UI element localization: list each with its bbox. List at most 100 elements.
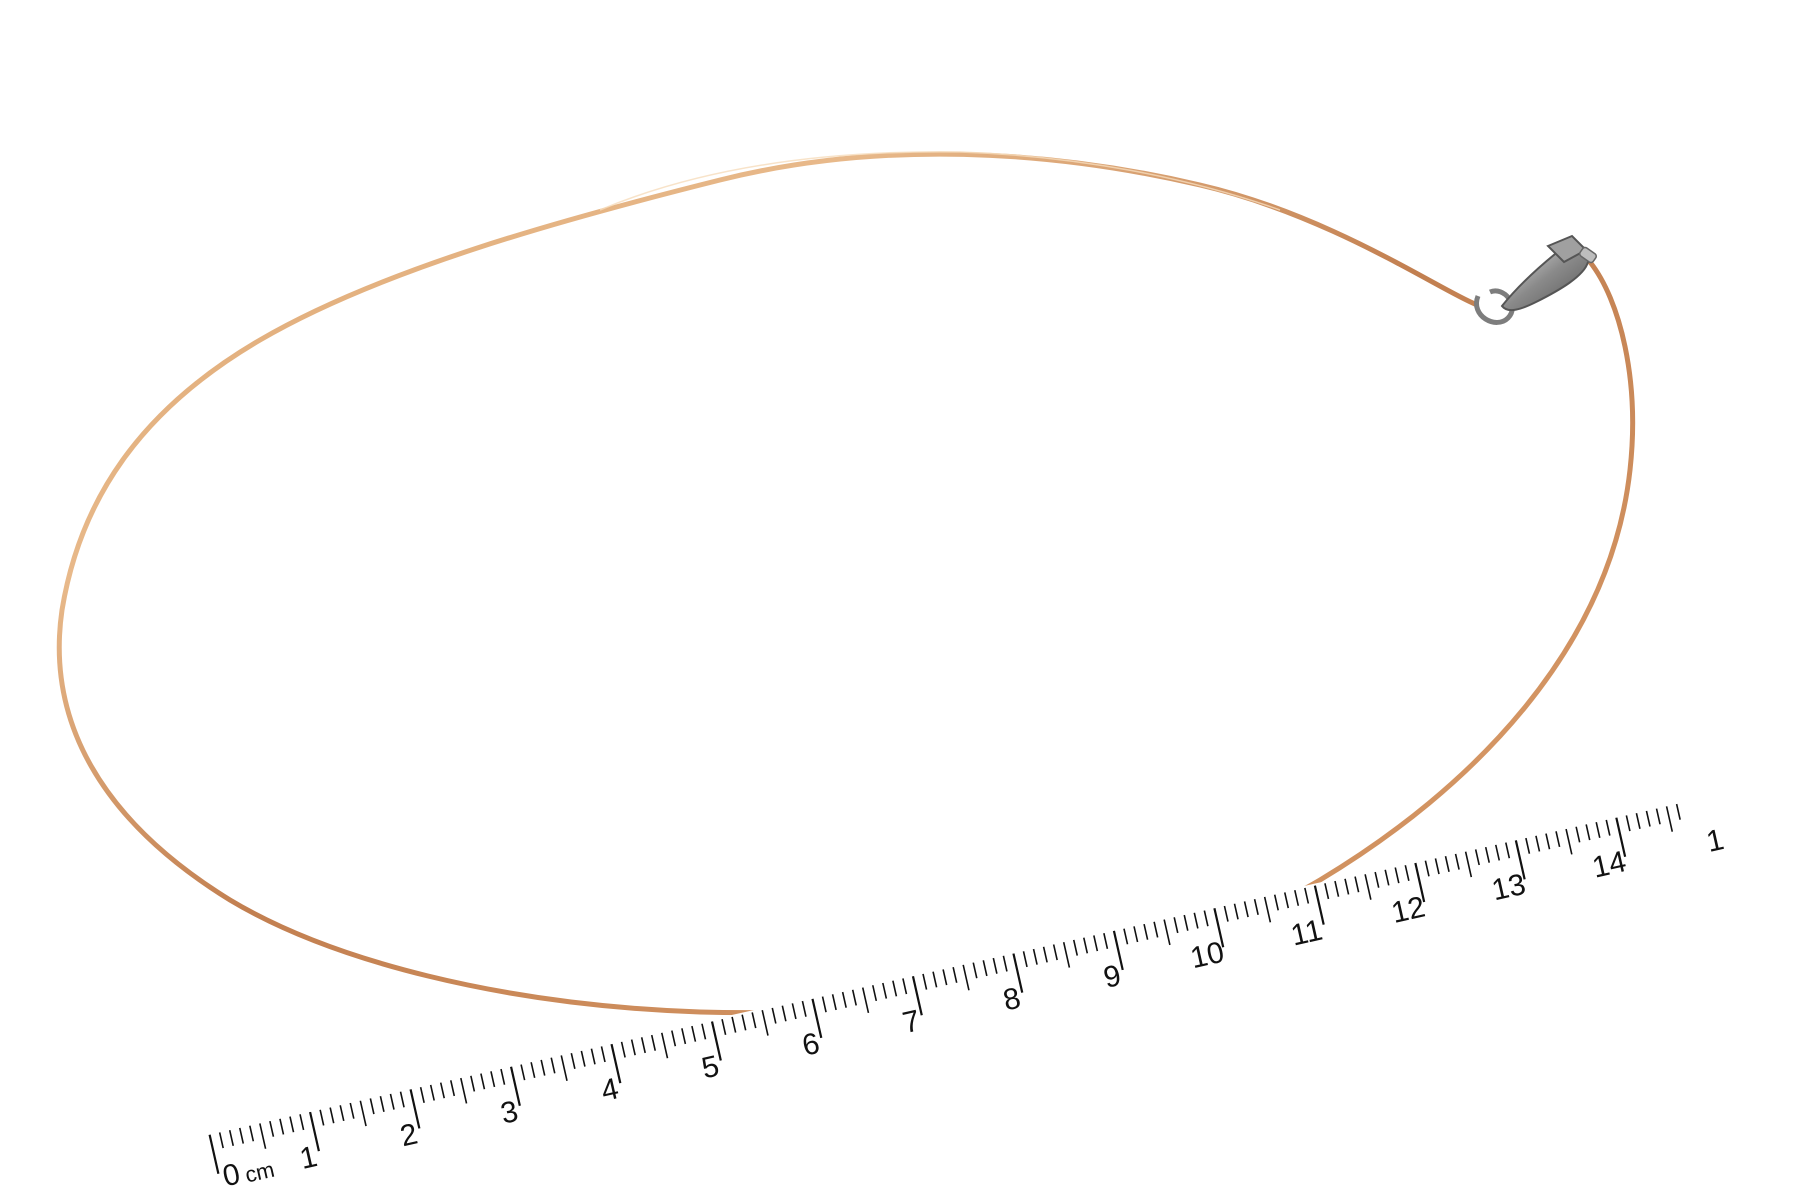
ruler-tick [580,1050,586,1067]
ruler-tick [691,1025,697,1042]
ruler-tick [490,1071,496,1088]
ruler-tick [1464,851,1473,878]
ruler-tick [1324,883,1330,900]
ruler-tick [1153,921,1159,938]
ruler-tick [1454,853,1460,870]
ruler-tick [1404,865,1410,882]
ruler-number: 1 [297,1140,321,1176]
ruler-tick [831,994,837,1011]
ruler-tick [650,1034,657,1051]
ruler-tick [1183,914,1189,931]
ruler-tick [1474,849,1480,866]
ruler-tick [600,1046,606,1063]
ruler-tick [1414,862,1426,903]
ruler-tick [560,1055,568,1081]
ruler-tick [1123,928,1129,945]
ruler-tick [771,1007,777,1024]
ruler-tick [279,1118,285,1135]
ruler-tick [811,998,823,1039]
ruler-tick [269,1120,275,1137]
ruler-tick [1645,810,1651,827]
ruler-number: 10 [1187,936,1227,976]
ruler-tick [429,1084,435,1101]
ruler-tick [932,971,938,988]
ruler-tick [1364,874,1372,900]
ruler-tick [259,1123,267,1149]
ruler-tick [610,1043,622,1084]
ruler-tick [1585,824,1591,841]
ruler-tick [349,1102,355,1119]
ruler-tick [218,1132,224,1149]
ruler-number: 4 [598,1072,622,1108]
ruler-tick [982,960,988,977]
ruler-tick [1525,837,1531,854]
ruler-tick [851,989,857,1006]
ruler-tick [570,1053,576,1069]
ruler-tick [962,964,970,991]
ruler-tick [1283,892,1290,909]
ruler-tick [540,1059,546,1076]
ruler-tick [731,1016,737,1033]
ruler-tick [1203,910,1209,927]
clasp-ring [1474,288,1515,325]
ruler-tick [500,1068,506,1085]
ruler-tick [1103,933,1109,949]
ruler-tick [1304,887,1310,904]
ruler-tick [1052,944,1058,961]
ruler-tick [872,985,878,1002]
ruler-tick [1394,867,1400,884]
ruler-tick [1133,926,1139,943]
wire-end-cap [1579,246,1597,264]
ruler-tick [1143,923,1149,940]
ruler-number: 0 [220,1157,244,1193]
ruler-tick [1163,919,1171,946]
ruler-tick [781,1005,787,1022]
ruler-tick [721,1019,727,1036]
ruler-tick [309,1111,320,1152]
ruler-tick [1253,899,1259,915]
ruler-number: 6 [799,1027,823,1063]
necklace [56,151,1636,1016]
ruler-tick [841,991,847,1008]
ruler-tick [1655,808,1661,825]
ruler-ticks [208,803,1681,1174]
ruler-tick [1213,908,1225,948]
ruler-number: 14 [1589,845,1629,885]
ruler-tick [449,1080,456,1097]
necklace-wire-highlight [599,151,1281,211]
ruler-tick [630,1039,636,1056]
ruler-tick [1263,896,1272,923]
ruler-tick [911,975,923,1016]
ruler-tick [892,980,898,997]
ruler-tick [1565,828,1573,855]
ruler-tick [419,1086,425,1103]
ruler-tick [801,1000,807,1017]
ruler-tick [821,996,827,1013]
ruler-tick [1444,856,1450,872]
ruler-tick [238,1127,245,1144]
ruler-number: 9 [1101,959,1125,995]
ruler-tick [379,1096,385,1112]
ruler-tick [922,973,928,990]
ruler-tick [1575,826,1581,843]
ruler-tick [399,1091,405,1108]
ruler-tick [1193,912,1199,929]
ruler-tick [1354,876,1360,893]
ruler-tick [1424,860,1430,877]
ruler-tick [701,1023,707,1040]
ruler-tick [620,1041,626,1058]
ruler-tick [972,962,978,979]
ruler-number: 13 [1489,868,1529,908]
ruler-tick [329,1107,335,1124]
ruler-tick [1595,822,1601,839]
ruler-tick [1072,939,1079,956]
ruler-tick [1535,835,1541,852]
ruler-tick [480,1073,486,1090]
ruler-number: 5 [699,1050,723,1086]
ruler-tick [1625,815,1631,832]
ruler-tick [1494,844,1501,861]
ruler-tick [1012,953,1024,993]
ruler-tick [791,1003,797,1020]
ruler-number: 3 [498,1095,522,1131]
